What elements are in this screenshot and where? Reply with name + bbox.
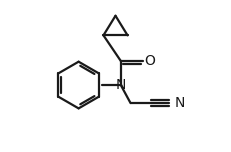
Text: O: O: [144, 54, 155, 68]
Text: N: N: [175, 96, 185, 110]
Text: N: N: [116, 78, 126, 92]
